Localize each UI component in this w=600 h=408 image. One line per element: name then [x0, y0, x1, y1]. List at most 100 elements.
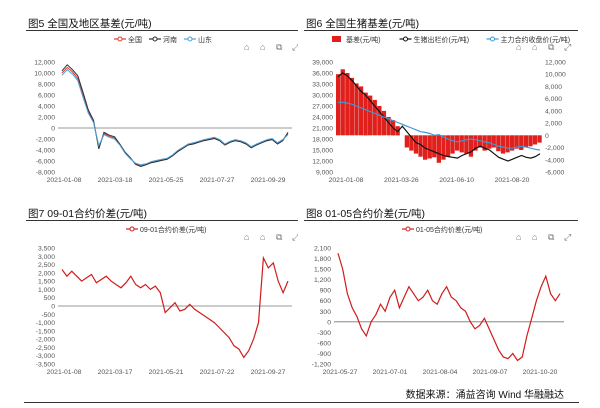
legend-marker	[117, 36, 123, 42]
y-tick-label: 1,000	[38, 287, 55, 294]
y-tick-label: 900	[320, 288, 332, 295]
basis-bar	[409, 135, 414, 151]
copy-icon[interactable]: ⧉	[276, 42, 283, 52]
y-tick-label: -3,000	[36, 353, 55, 360]
legend-item[interactable]: 01-05合约价差(元/吨)	[402, 225, 483, 234]
basis-bar	[528, 135, 533, 147]
x-tick-label: 2021-03-18	[98, 177, 133, 184]
basis-bar	[532, 135, 538, 145]
y-tick-label: 6,000	[38, 93, 55, 100]
bookmark-icon[interactable]: ⌂	[532, 42, 537, 52]
copy-icon[interactable]: ⧉	[276, 232, 283, 242]
expand-icon[interactable]: ⤢	[291, 232, 298, 242]
basis-bar	[427, 135, 432, 159]
y-tick-label: -2,500	[36, 345, 55, 352]
y-right-tick-label: 0	[545, 133, 549, 140]
legend-label: 河南	[163, 35, 177, 44]
bookmark-icon[interactable]: ⌂	[260, 42, 265, 52]
chart-toolbar[interactable]: ⌂ ⌂ ⧉ ⤢	[244, 232, 298, 242]
y-right-tick-label: 10,000	[545, 72, 566, 79]
basis-bar	[381, 110, 387, 136]
legend-item[interactable]: 生猪出栏价(元/吨)	[399, 35, 470, 44]
bookmark-icon[interactable]: ⌂	[260, 232, 265, 242]
tag-icon[interactable]: ⌂	[244, 42, 249, 52]
expand-icon[interactable]: ⤢	[291, 42, 298, 52]
y-right-tick-label: 4,000	[545, 108, 562, 115]
series-line	[337, 72, 541, 162]
basis-bar	[491, 135, 496, 148]
chart-toolbar[interactable]: ⌂ ⌂ ⧉ ⤢	[244, 42, 298, 52]
legend-item[interactable]: 河南	[149, 35, 177, 44]
chart-toolbar[interactable]: ⌂ ⌂ ⧉ ⤢	[516, 42, 571, 52]
chart-toolbar[interactable]: ⌂ ⌂ ⧉ ⤢	[516, 232, 571, 242]
y-tick-label: 0	[51, 304, 55, 311]
basis-bar	[519, 135, 524, 150]
basis-bar	[482, 135, 487, 151]
basis-bar	[514, 135, 519, 149]
x-tick-label: 2021-09-27	[251, 369, 286, 376]
y-tick-label: 8,000	[38, 82, 55, 89]
y-tick-label: -8,000	[36, 170, 55, 177]
y-left-tick-label: 18,000	[312, 137, 333, 144]
legend-marker	[490, 36, 495, 42]
y-tick-label: 2,500	[38, 262, 55, 269]
y-tick-label: 3,500	[38, 246, 55, 253]
y-tick-label: -1,500	[36, 328, 55, 335]
legend-swatch	[332, 36, 341, 42]
fig5-chart: 全国 河南 山东 ⌂ ⌂ ⧉ ⤢ 12,000 10,000 8,000 6,000 4,000 2,0…	[34, 35, 298, 184]
y-right-tick-label: -4,000	[545, 157, 564, 164]
legend-label: 01-05合约价差(元/吨)	[416, 225, 483, 234]
x-tick-label: 2021-01-08	[47, 369, 82, 376]
basis-bar	[377, 106, 382, 136]
copy-icon[interactable]: ⧉	[548, 232, 555, 242]
tag-icon[interactable]: ⌂	[516, 232, 521, 242]
basis-bar	[432, 135, 437, 158]
series-line	[61, 69, 289, 166]
legend-item[interactable]: 山东	[184, 35, 212, 44]
basis-bar	[395, 126, 400, 136]
basis-bar	[445, 135, 451, 157]
legend-item[interactable]: 09-01合约价差(元/吨)	[126, 225, 207, 234]
basis-bar	[354, 83, 359, 136]
basis-bar	[459, 135, 464, 153]
legend-item[interactable]: 基差(元/吨)	[332, 35, 381, 44]
x-tick-label: 2021-01-08	[329, 177, 364, 184]
legend-item[interactable]: 主力合约收盘价(元/吨)	[486, 35, 571, 44]
tag-icon[interactable]: ⌂	[244, 232, 249, 242]
x-tick-label: 2021-09-07	[473, 369, 508, 376]
y-tick-label: -1,000	[36, 320, 55, 327]
y-tick-label: 1,500	[314, 267, 331, 274]
y-right-tick-label: -6,000	[545, 170, 564, 177]
x-tick-label: 2021-07-27	[200, 177, 235, 184]
expand-icon[interactable]: ⤢	[563, 42, 571, 52]
basis-bar	[455, 135, 460, 151]
y-tick-label: -900	[317, 351, 331, 358]
basis-bar	[349, 77, 354, 136]
legend-item[interactable]: 全国	[114, 35, 142, 44]
basis-bar	[441, 135, 446, 160]
y-tick-label: -4,000	[36, 148, 55, 155]
x-tick-label: 2021-08-20	[495, 177, 530, 184]
y-tick-label: -600	[317, 340, 331, 347]
y-left-tick-label: 27,000	[312, 104, 333, 111]
y-tick-label: 500	[44, 295, 56, 302]
y-tick-label: -1,200	[312, 362, 331, 369]
y-tick-label: 300	[320, 309, 332, 316]
basis-bar	[450, 135, 455, 154]
fig5-title: 图5 全国及地区基差(元/吨)	[28, 18, 152, 30]
series-line	[61, 255, 289, 359]
legend-marker	[152, 36, 158, 42]
basis-bar	[505, 135, 510, 153]
bookmark-icon[interactable]: ⌂	[532, 232, 537, 242]
bottom-rule	[24, 402, 579, 403]
y-left-tick-label: 9,000	[316, 170, 333, 177]
basis-bar	[496, 135, 501, 152]
basis-bar	[537, 135, 542, 143]
basis-bar	[477, 135, 483, 148]
tag-icon[interactable]: ⌂	[516, 42, 521, 52]
fig8-title: 图8 01-05合约价差(元/吨)	[306, 208, 426, 220]
fig8-chart: 01-05合约价差(元/吨) ⌂ ⌂ ⧉ ⤢ 2,100 1,800 1,500 1,200 90…	[312, 225, 571, 376]
copy-icon[interactable]: ⧉	[548, 42, 555, 52]
expand-icon[interactable]: ⤢	[563, 232, 571, 242]
